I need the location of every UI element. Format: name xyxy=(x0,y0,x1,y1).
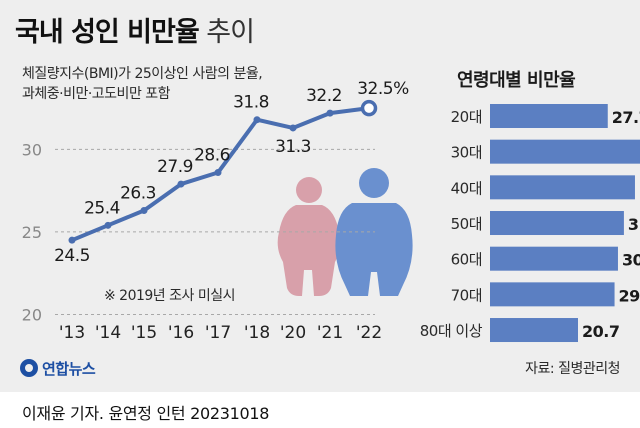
data-label: 31.8 xyxy=(233,93,269,113)
line-series: 24.5 25.426.327.928.6 31.8 31.3 32.2 32.5% xyxy=(54,79,410,266)
data-point xyxy=(177,180,185,188)
x-tick-label: '16 xyxy=(168,323,194,343)
age-category-label: 70대 xyxy=(451,286,482,304)
y-gridlines xyxy=(55,148,375,315)
chart-subtitle: 체질량지수(BMI)가 25이상인 사람의 분율, 과체중·비만·고도비만 포함 xyxy=(22,64,263,104)
bar-chart-title: 연령대별 비만율 xyxy=(457,70,576,91)
age-category-label: 80대 이상 xyxy=(420,322,483,340)
y-tick-label: 30 xyxy=(22,140,42,159)
title-suffix: 추이 xyxy=(206,17,255,48)
bar-value-label: 30.1 xyxy=(622,251,640,270)
age-category-label: 20대 xyxy=(451,108,482,126)
age-bar xyxy=(490,104,608,128)
data-point xyxy=(140,206,148,214)
data-label: 28.6 xyxy=(194,146,230,166)
data-label: 25.4 xyxy=(84,198,120,218)
age-bars: 20대27.7%30대35.840대34.150대31.560대30.170대2… xyxy=(420,104,640,343)
survey-note: ※ 2019년 조사 미실시 xyxy=(104,288,236,304)
yonhap-logo-icon xyxy=(20,359,38,377)
data-label: 24.5 xyxy=(54,246,90,266)
age-category-label: 60대 xyxy=(451,251,482,269)
data-label: 27.9 xyxy=(157,157,193,177)
bar-value-label: 27.7% xyxy=(612,108,640,127)
byline: 이재윤 기자. 윤연정 인턴 20231018 xyxy=(22,404,270,423)
subtitle-line-1: 체질량지수(BMI)가 25이상인 사람의 분율, xyxy=(22,66,263,82)
age-category-label: 40대 xyxy=(451,179,482,197)
data-point-highlight xyxy=(360,99,378,117)
y-tick-labels: 20 25 30 xyxy=(22,140,42,324)
data-point xyxy=(214,169,222,177)
age-bar xyxy=(490,211,624,236)
x-tick-labels: '13 '14 '15 '16 '17 '18 '20 '21 '22 xyxy=(59,323,382,343)
x-tick-label: '20 xyxy=(280,323,306,343)
age-bar xyxy=(490,139,640,164)
age-bar xyxy=(490,282,615,307)
x-tick-label: '15 xyxy=(131,323,157,343)
age-bar xyxy=(490,246,618,271)
data-point xyxy=(289,124,297,132)
data-label: 26.3 xyxy=(120,183,156,203)
data-source: 자료: 질병관리청 xyxy=(525,361,620,377)
data-label: 31.3 xyxy=(275,137,311,157)
age-category-label: 30대 xyxy=(451,144,482,162)
y-tick-label: 25 xyxy=(22,223,42,242)
x-tick-label: '21 xyxy=(317,323,343,343)
x-tick-label: '14 xyxy=(95,323,121,343)
data-point xyxy=(326,109,334,117)
brand-name: 연합뉴스 xyxy=(42,359,96,378)
female-silhouette-icon xyxy=(277,177,341,296)
x-tick-label: '22 xyxy=(356,323,382,343)
x-tick-label: '18 xyxy=(244,323,270,343)
bar-value-label: 29.3 xyxy=(619,286,640,305)
age-bar xyxy=(490,175,635,200)
age-bar xyxy=(490,318,578,343)
data-point xyxy=(104,221,112,229)
age-category-label: 50대 xyxy=(451,215,482,233)
page-title: 국내 성인 비만율 추이 xyxy=(15,10,255,49)
yonhap-logo: 연합뉴스 xyxy=(20,355,96,381)
data-label: 32.2 xyxy=(306,86,342,106)
title-main: 국내 성인 비만율 xyxy=(15,17,200,48)
y-tick-label: 20 xyxy=(22,305,42,324)
data-label: 32.5% xyxy=(357,79,409,99)
x-tick-label: '17 xyxy=(205,323,231,343)
bar-value-label: 20.7 xyxy=(582,322,619,341)
bar-value-label: 34.1 xyxy=(639,179,640,198)
data-point xyxy=(253,116,261,124)
data-point xyxy=(68,236,76,244)
bar-value-label: 31.5 xyxy=(628,215,640,234)
x-tick-label: '13 xyxy=(59,323,85,343)
subtitle-line-2: 과체중·비만·고도비만 포함 xyxy=(22,86,171,102)
male-silhouette-icon xyxy=(335,168,413,296)
body-silhouettes xyxy=(277,168,413,296)
